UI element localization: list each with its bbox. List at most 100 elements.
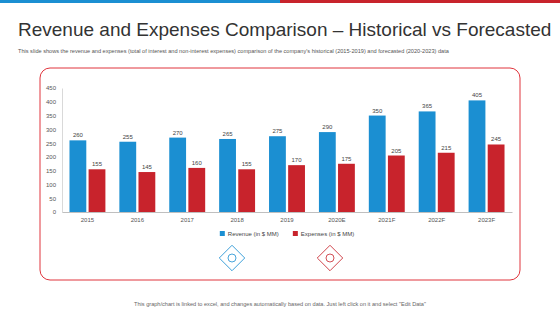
y-tick: 50: [49, 196, 62, 202]
data-label: 350: [372, 108, 383, 114]
y-tick-label: 150: [46, 168, 57, 174]
legend-swatch: [293, 231, 298, 236]
subtitle: This slide shows the revenue and expense…: [18, 48, 450, 54]
x-tick-label: 2015: [81, 217, 95, 223]
data-label: 245: [491, 136, 502, 142]
y-tick: 350: [46, 113, 62, 119]
x-tick: 2020E: [328, 212, 345, 223]
bar: [119, 142, 136, 212]
x-tick-label: 2017: [181, 217, 195, 223]
y-tick-label: 50: [49, 196, 56, 202]
bar: [188, 168, 205, 212]
bar: [269, 136, 286, 212]
x-axis-line: [63, 212, 513, 213]
icon: [219, 245, 244, 270]
bar: [169, 138, 186, 212]
data-label: 145: [142, 164, 153, 170]
x-tick-label: 2019: [280, 217, 294, 223]
data-label: 265: [223, 131, 234, 137]
top-bar-red: [280, 0, 560, 3]
x-tick: 2015: [81, 212, 95, 223]
bar: [338, 164, 355, 212]
bar: [219, 139, 236, 212]
y-tick-label: 400: [46, 99, 57, 105]
icon-diamond: [219, 245, 244, 270]
y-tick: 0: [53, 209, 62, 215]
icon-glyph: [228, 254, 236, 262]
x-axis: 2015 2016 2017 2018 2019 2020E 2021F 2022F 2023F: [63, 212, 513, 223]
bar: [69, 140, 86, 212]
x-tick: 2017: [181, 212, 195, 223]
x-tick: 2018: [230, 212, 244, 223]
x-tick: 2022F: [428, 212, 445, 223]
top-bar-blue: [0, 0, 280, 3]
y-tick: 150: [46, 168, 62, 174]
y-tick-label: 300: [46, 127, 57, 133]
y-tick: 200: [46, 154, 62, 160]
y-tick-label: 0: [53, 209, 57, 215]
data-label: 255: [123, 134, 134, 140]
bar: [469, 100, 486, 212]
title: Revenue and Expenses Comparison – Histor…: [18, 19, 551, 40]
bar: [238, 169, 255, 212]
y-tick-label: 200: [46, 154, 57, 160]
data-label: 405: [472, 92, 483, 98]
card: [40, 68, 520, 280]
data-label: 270: [173, 130, 184, 136]
chart: Revenue and Expenses Comparison – Histor…: [0, 0, 560, 315]
x-tick-label: 2016: [131, 217, 145, 223]
data-label: 170: [292, 157, 303, 163]
y-axis-line: [62, 89, 63, 213]
bar: [89, 169, 106, 212]
legend-item: Revenue (in $ MM): [220, 231, 279, 237]
bar: [369, 116, 386, 212]
legend: Revenue (in $ MM) Expenses (in $ MM): [220, 231, 354, 237]
x-tick: 2021F: [378, 212, 395, 223]
x-tick-label: 2021F: [378, 217, 395, 223]
bar: [288, 165, 305, 212]
icon: [317, 245, 342, 270]
y-axis: 0 50 100 150 200 250 300 350 400 450: [46, 85, 63, 215]
x-tick: 2016: [131, 212, 145, 223]
data-label: 160: [192, 160, 203, 166]
y-tick: 250: [46, 141, 62, 147]
x-tick-label: 2018: [230, 217, 244, 223]
y-tick-label: 450: [46, 85, 57, 91]
data-label: 155: [92, 161, 103, 167]
data-label: 215: [441, 145, 452, 151]
legend-swatch: [220, 231, 225, 236]
y-tick: 100: [46, 182, 62, 188]
x-tick-label: 2022F: [428, 217, 445, 223]
bar: [138, 172, 155, 212]
y-tick-label: 250: [46, 141, 57, 147]
y-tick: 300: [46, 127, 62, 133]
data-label: 290: [322, 124, 333, 130]
bars: [69, 100, 504, 212]
bar: [419, 111, 436, 212]
bar: [488, 144, 505, 212]
x-tick: 2019: [280, 212, 294, 223]
data-label: 175: [341, 156, 352, 162]
data-label: 205: [391, 148, 402, 154]
legend-label: Revenue (in $ MM): [228, 231, 279, 237]
data-label: 275: [272, 128, 283, 134]
icon-glyph: [326, 254, 334, 262]
y-tick: 400: [46, 99, 62, 105]
y-tick: 450: [46, 85, 62, 91]
data-labels: 260 255 270 265 275 290 350 365 405 155 145 160 155 1…: [73, 92, 502, 170]
legend-label: Expenses (in $ MM): [301, 231, 354, 237]
data-label: 260: [73, 132, 84, 138]
bar: [319, 132, 336, 212]
data-label: 155: [242, 161, 253, 167]
icons: [219, 245, 342, 270]
footer-note: This graph/chart is linked to excel, and…: [134, 301, 426, 307]
data-label: 365: [422, 103, 433, 109]
bar: [388, 156, 405, 212]
x-tick-label: 2023F: [478, 217, 495, 223]
y-tick-label: 350: [46, 113, 57, 119]
icon-diamond: [317, 245, 342, 270]
x-tick: 2023F: [478, 212, 495, 223]
legend-item: Expenses (in $ MM): [293, 231, 354, 237]
y-tick-label: 100: [46, 182, 57, 188]
x-tick-label: 2020E: [328, 217, 345, 223]
